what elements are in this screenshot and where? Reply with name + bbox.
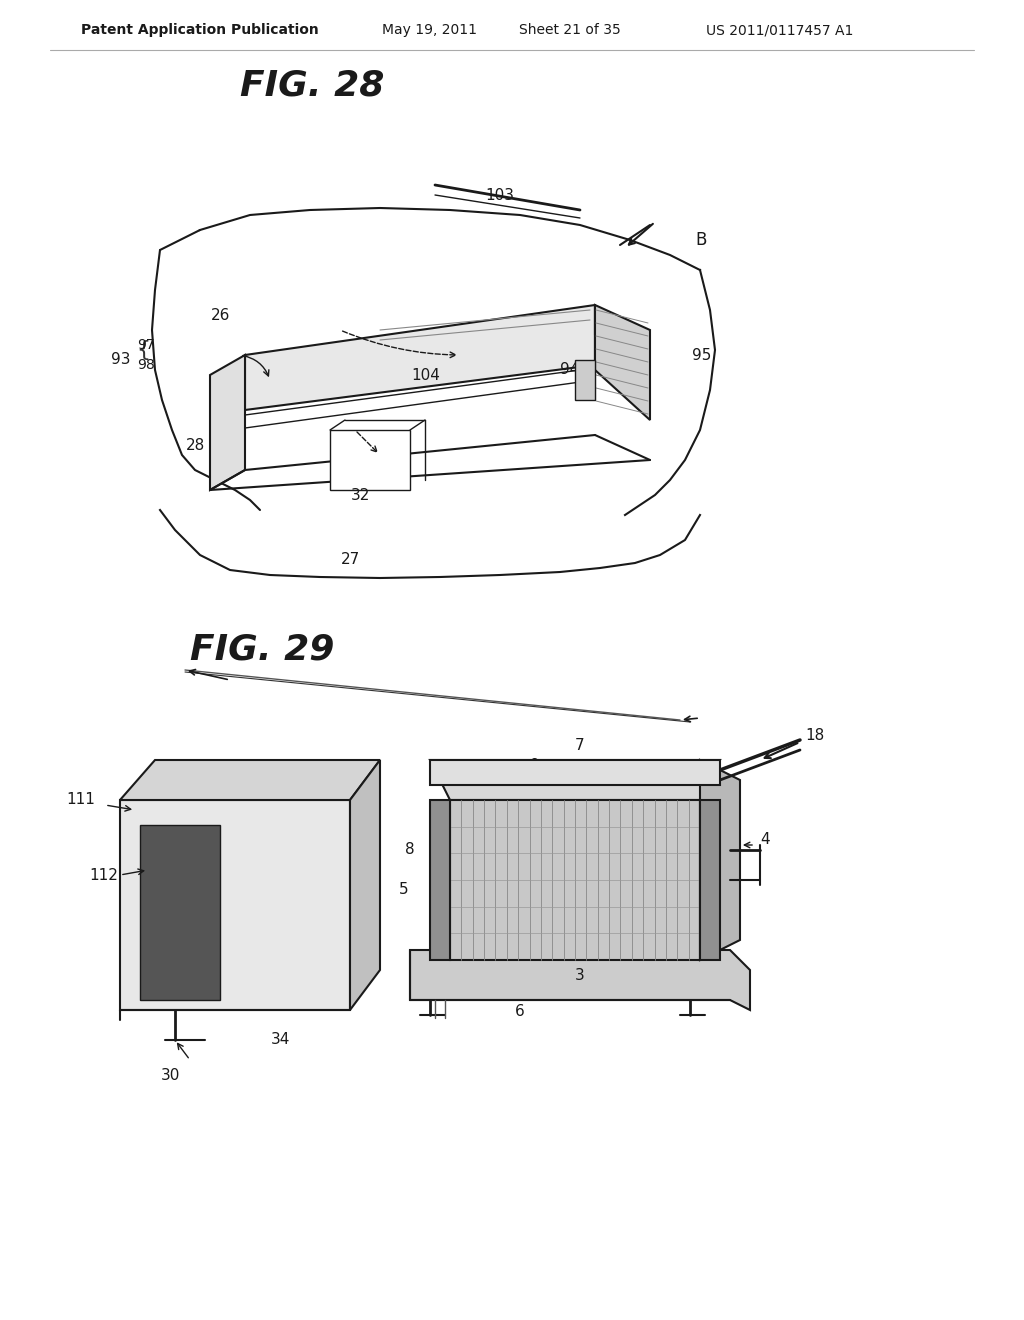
Text: 103: 103: [485, 187, 514, 202]
Polygon shape: [595, 305, 650, 420]
Text: May 19, 2011: May 19, 2011: [383, 22, 477, 37]
Text: 30: 30: [161, 1068, 179, 1082]
Text: 112: 112: [89, 867, 118, 883]
Polygon shape: [700, 760, 740, 960]
Polygon shape: [700, 800, 720, 960]
Text: 97: 97: [137, 338, 155, 352]
Text: 32: 32: [350, 487, 370, 503]
Text: 111: 111: [67, 792, 95, 808]
Polygon shape: [430, 760, 720, 800]
Polygon shape: [210, 355, 245, 490]
Text: {: {: [136, 341, 150, 360]
Text: 8: 8: [406, 842, 415, 858]
Text: 94: 94: [560, 363, 580, 378]
Polygon shape: [430, 760, 720, 785]
Text: US 2011/0117457 A1: US 2011/0117457 A1: [707, 22, 854, 37]
Text: 98: 98: [137, 358, 155, 372]
Polygon shape: [430, 800, 450, 960]
Polygon shape: [450, 800, 700, 960]
Text: Patent Application Publication: Patent Application Publication: [81, 22, 318, 37]
Polygon shape: [120, 760, 380, 800]
Polygon shape: [410, 950, 750, 1010]
Text: 7: 7: [575, 738, 585, 752]
Text: 26: 26: [211, 308, 230, 322]
Polygon shape: [245, 305, 595, 411]
Text: B: B: [695, 231, 707, 249]
Polygon shape: [120, 800, 350, 1010]
Text: Sheet 21 of 35: Sheet 21 of 35: [519, 22, 621, 37]
Polygon shape: [140, 825, 220, 1001]
Text: 34: 34: [270, 1032, 290, 1048]
Text: 27: 27: [340, 553, 359, 568]
Text: 6: 6: [515, 1005, 525, 1019]
Text: 4: 4: [760, 833, 770, 847]
Text: 28: 28: [185, 437, 205, 453]
Text: 93: 93: [111, 352, 130, 367]
Polygon shape: [330, 430, 410, 490]
Polygon shape: [575, 360, 595, 400]
Text: 3: 3: [575, 968, 585, 982]
Text: 5: 5: [398, 883, 408, 898]
Text: FIG. 28: FIG. 28: [240, 69, 384, 102]
Text: 104: 104: [411, 367, 440, 383]
Text: 95: 95: [692, 347, 712, 363]
Polygon shape: [350, 760, 380, 1010]
Text: FIG. 29: FIG. 29: [190, 634, 335, 667]
Text: 9: 9: [530, 758, 540, 772]
Text: 18: 18: [805, 729, 824, 743]
